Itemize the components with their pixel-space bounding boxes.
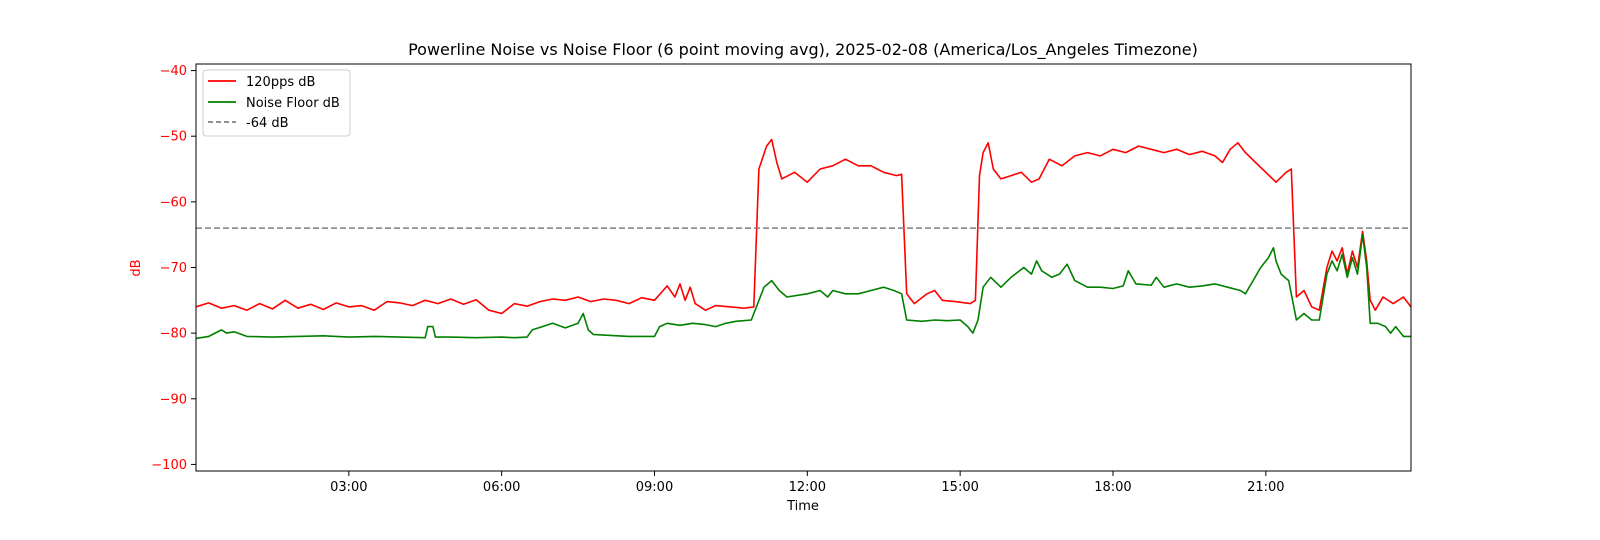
y-tick-label: −90	[160, 392, 187, 407]
y-tick-label: −60	[160, 195, 187, 210]
x-axis: 03:00 06:00 09:00 12:00 15:00 18:00 21:00	[330, 471, 1285, 495]
y-tick-label: −100	[151, 458, 187, 473]
legend-label-noise-floor: Noise Floor dB	[246, 96, 340, 111]
series-120pps-db-line	[196, 138, 1411, 315]
chart-title: Powerline Noise vs Noise Floor (6 point …	[408, 40, 1198, 60]
legend: 120pps dB Noise Floor dB -64 dB	[202, 69, 351, 137]
x-tick-label: 06:00	[483, 480, 520, 495]
y-axis-label: dB	[129, 259, 144, 276]
x-tick-label: 21:00	[1247, 480, 1284, 495]
y-tick-label: −80	[160, 327, 187, 342]
legend-label-120pps: 120pps dB	[246, 75, 315, 90]
x-axis-label: Time	[786, 499, 819, 514]
x-tick-label: 18:00	[1094, 480, 1131, 495]
y-tick-label: −50	[160, 130, 187, 145]
legend-label-threshold: -64 dB	[246, 116, 289, 131]
legend-box	[202, 69, 351, 137]
x-tick-label: 12:00	[789, 480, 826, 495]
x-tick-label: 15:00	[941, 480, 978, 495]
y-axis: −40 −50 −60 −70 −80 −90 −100	[151, 64, 196, 473]
y-tick-label: −70	[160, 261, 187, 276]
y-tick-label: −40	[160, 64, 187, 79]
series-noise-floor-db-line	[196, 233, 1411, 340]
x-tick-label: 09:00	[636, 480, 673, 495]
x-tick-label: 03:00	[330, 480, 367, 495]
series-layer	[196, 138, 1411, 340]
